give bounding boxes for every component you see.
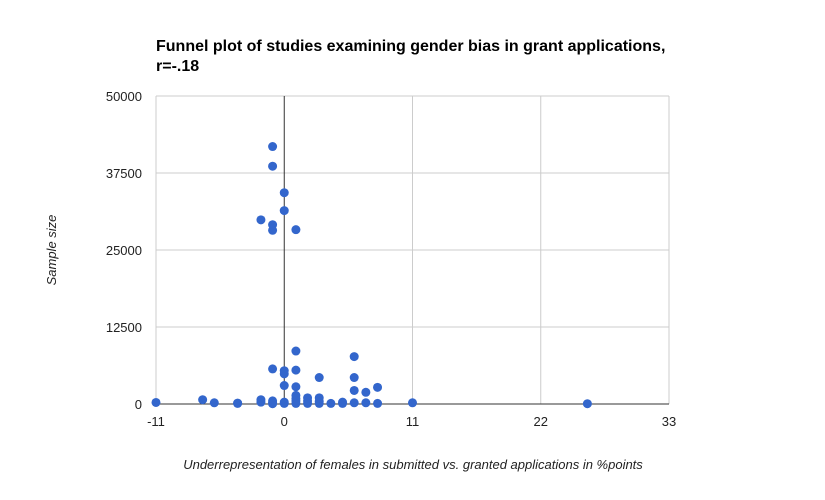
data-point <box>303 398 313 408</box>
data-point <box>349 352 359 362</box>
data-points <box>151 142 592 409</box>
data-point <box>349 385 359 395</box>
y-tick-label: 0 <box>135 397 142 412</box>
data-point <box>361 398 371 408</box>
data-point <box>268 399 278 409</box>
x-tick-label: 33 <box>662 414 676 429</box>
data-point <box>279 369 289 379</box>
data-point <box>326 398 336 408</box>
grid-lines <box>155 95 670 404</box>
data-point <box>582 399 592 409</box>
data-point <box>268 161 278 171</box>
data-point <box>291 346 301 356</box>
x-tick-label: 0 <box>281 414 288 429</box>
y-tick-label: 37500 <box>106 166 142 181</box>
data-point <box>338 398 348 408</box>
x-tick-label: 11 <box>406 414 420 429</box>
y-tick-label: 25000 <box>106 243 142 258</box>
data-point <box>361 387 371 397</box>
data-point <box>291 398 301 408</box>
data-point <box>151 397 161 407</box>
data-point <box>373 382 383 392</box>
y-axis-label: Sample size <box>44 215 59 286</box>
data-point <box>279 188 289 198</box>
data-point <box>256 215 266 225</box>
chart-title-line-2: r=-.18 <box>156 58 199 75</box>
y-tick-label: 50000 <box>106 89 142 104</box>
data-point <box>268 142 278 152</box>
chart-title-line-1: Funnel plot of studies examining gender … <box>156 38 665 55</box>
data-point <box>233 398 243 408</box>
data-point <box>349 373 359 383</box>
data-point <box>291 225 301 235</box>
data-point <box>314 398 324 408</box>
data-point <box>279 381 289 391</box>
x-tick-label: -11 <box>147 414 165 429</box>
x-tick-label: 22 <box>534 414 548 429</box>
data-point <box>314 373 324 383</box>
tick-labels: -11 0 11 22 33 0 12500 25000 37500 50000 <box>106 89 676 429</box>
data-point <box>198 395 208 405</box>
x-axis-label: Underrepresentation of females in submit… <box>183 457 643 472</box>
data-point <box>373 398 383 408</box>
data-point <box>256 397 266 407</box>
data-point <box>408 398 417 408</box>
y-tick-label: 12500 <box>106 320 142 335</box>
data-point <box>291 365 301 375</box>
data-point <box>349 398 359 408</box>
data-point <box>268 225 278 235</box>
data-point <box>279 398 289 408</box>
data-point <box>291 382 301 392</box>
data-point <box>268 364 278 374</box>
data-point <box>279 206 289 216</box>
data-point <box>209 398 219 408</box>
